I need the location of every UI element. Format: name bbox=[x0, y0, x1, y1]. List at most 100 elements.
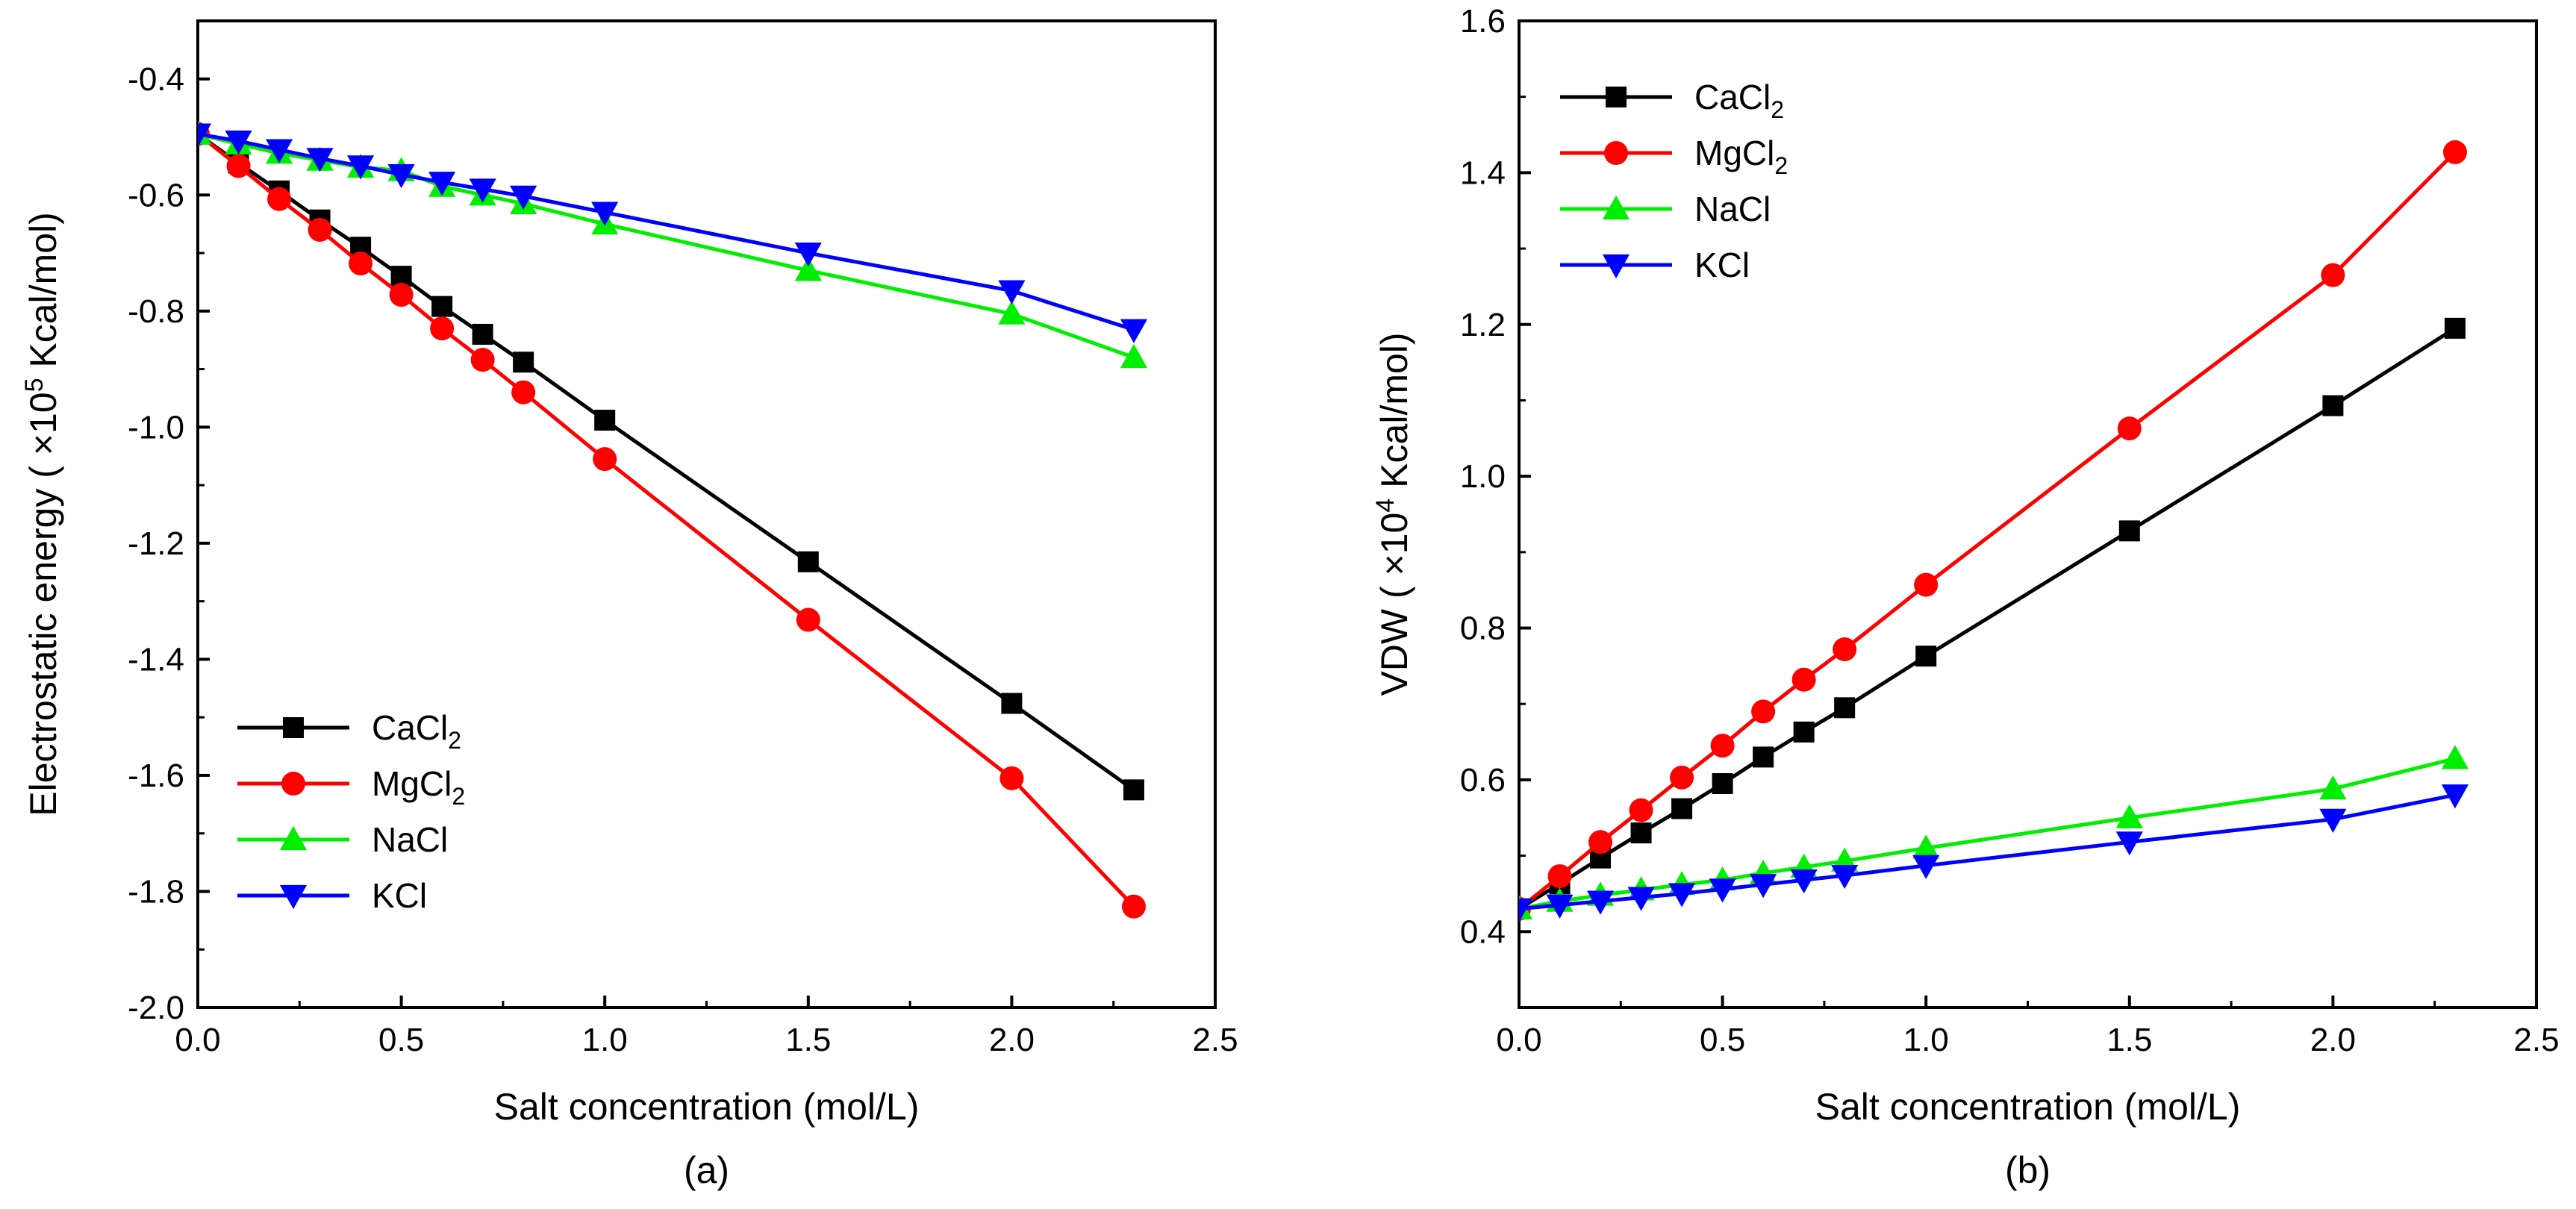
data-point-KCl bbox=[1750, 874, 1777, 899]
legend-marker-KCl bbox=[279, 884, 308, 910]
y-tick-label: 1.6 bbox=[1460, 3, 1506, 40]
legend-marker-MgCl2 bbox=[281, 772, 305, 796]
data-point-KCl bbox=[1519, 898, 1533, 922]
data-point-CaCl2 bbox=[513, 352, 534, 373]
data-point-CaCl2 bbox=[1001, 693, 1023, 714]
series-NaCl bbox=[198, 120, 1148, 369]
data-point-CaCl2 bbox=[1671, 798, 1693, 819]
legend-label-MgCl2: MgCl2 bbox=[372, 764, 465, 810]
data-point-MgCl2 bbox=[430, 316, 455, 341]
x-tick-label: 2.5 bbox=[2513, 1022, 2559, 1058]
y-tick-label: -1.0 bbox=[128, 409, 184, 446]
data-point-MgCl2 bbox=[1751, 699, 1776, 724]
data-point-KCl bbox=[2441, 784, 2469, 809]
panel-label: (b) bbox=[2005, 1149, 2050, 1191]
series-MgCl2 bbox=[1519, 140, 2467, 921]
legend-label-CaCl2: CaCl2 bbox=[372, 708, 461, 754]
x-tick-label: 1.5 bbox=[785, 1022, 831, 1058]
plot-area bbox=[198, 120, 1148, 919]
data-point-CaCl2 bbox=[1915, 646, 1937, 667]
x-tick-label: 0.0 bbox=[1496, 1022, 1541, 1058]
x-axis-title: Salt concentration (mol/L) bbox=[494, 1086, 920, 1128]
data-point-MgCl2 bbox=[226, 154, 251, 178]
legend-label-NaCl: NaCl bbox=[1694, 190, 1771, 228]
data-point-NaCl bbox=[2441, 745, 2469, 769]
data-point-MgCl2 bbox=[593, 447, 617, 472]
data-point-CaCl2 bbox=[1123, 779, 1144, 801]
x-axis-title: Salt concentration (mol/L) bbox=[1815, 1086, 2241, 1128]
legend-marker-KCl bbox=[1602, 254, 1630, 279]
data-point-KCl bbox=[1831, 864, 1859, 890]
legend-marker-CaCl2 bbox=[1606, 87, 1627, 107]
data-point-MgCl2 bbox=[349, 252, 373, 276]
plot-area bbox=[1519, 140, 2469, 922]
data-point-MgCl2 bbox=[1588, 830, 1613, 855]
legend: CaCl2 MgCl2 NaCl KCl bbox=[1560, 78, 1788, 284]
data-point-MgCl2 bbox=[267, 187, 292, 211]
plot-frame bbox=[1518, 19, 2538, 1009]
data-point-NaCl bbox=[794, 257, 822, 281]
x-tick-label: 1.5 bbox=[2106, 1022, 2152, 1058]
data-point-MgCl2 bbox=[999, 766, 1024, 790]
data-point-KCl bbox=[1668, 883, 1696, 907]
data-point-CaCl2 bbox=[2322, 395, 2344, 416]
data-point-KCl bbox=[265, 139, 293, 163]
data-point-KCl bbox=[591, 202, 619, 226]
data-point-MgCl2 bbox=[308, 217, 332, 242]
data-point-MgCl2 bbox=[1670, 765, 1694, 790]
chart-panel-b: 0.0 0.5 1.0 1.5 2.0 2.5 0.4 0.6 0.8 1.0 1.2 1.4 1.6 C… bbox=[1371, 3, 2560, 1191]
data-point-CaCl2 bbox=[797, 551, 819, 572]
x-tick-label: 0.5 bbox=[378, 1022, 424, 1058]
y-tick-label: 0.8 bbox=[1460, 610, 1506, 647]
data-point-CaCl2 bbox=[1630, 822, 1652, 844]
data-point-MgCl2 bbox=[796, 607, 820, 632]
x-tick-label: 1.0 bbox=[582, 1022, 628, 1058]
data-point-KCl bbox=[1790, 869, 1818, 894]
y-tick-label: -0.4 bbox=[128, 61, 184, 98]
data-point-CaCl2 bbox=[1793, 721, 1815, 743]
data-point-MgCl2 bbox=[2321, 263, 2345, 287]
y-tick-label: 1.0 bbox=[1460, 458, 1506, 495]
series-line-CaCl2 bbox=[198, 132, 1135, 792]
data-point-MgCl2 bbox=[511, 380, 536, 404]
y-tick-label: -1.6 bbox=[128, 757, 184, 794]
y-tick-label: 0.4 bbox=[1460, 913, 1506, 950]
data-point-NaCl bbox=[1120, 343, 1148, 369]
data-point-KCl bbox=[510, 185, 537, 210]
series-line-NaCl bbox=[1519, 756, 2456, 911]
x-tick-label: 1.0 bbox=[1903, 1022, 1949, 1058]
data-point-MgCl2 bbox=[1629, 798, 1653, 822]
data-point-KCl bbox=[346, 155, 375, 180]
y-tick-label: -1.2 bbox=[128, 525, 184, 562]
data-point-NaCl bbox=[2115, 804, 2143, 828]
legend-label-MgCl2: MgCl2 bbox=[1694, 134, 1788, 179]
y-tick-label: -2.0 bbox=[128, 990, 184, 1026]
data-point-CaCl2 bbox=[2118, 520, 2140, 542]
data-point-MgCl2 bbox=[470, 348, 495, 372]
data-point-KCl bbox=[428, 172, 456, 196]
data-point-CaCl2 bbox=[2444, 317, 2466, 339]
x-tick-label: 0.0 bbox=[175, 1022, 220, 1058]
data-point-KCl bbox=[387, 163, 415, 189]
data-point-KCl bbox=[225, 130, 252, 155]
data-point-KCl bbox=[794, 242, 822, 267]
x-tick-label: 2.0 bbox=[2310, 1022, 2356, 1058]
data-point-MgCl2 bbox=[1833, 637, 1857, 662]
y-tick-label: -0.8 bbox=[128, 293, 184, 330]
data-point-MgCl2 bbox=[2442, 140, 2467, 164]
plot-frame bbox=[196, 19, 1217, 1009]
data-point-KCl bbox=[1912, 855, 1940, 879]
legend-marker-NaCl bbox=[279, 825, 308, 851]
y-axis-title: VDW ( ×104 Kcal/mol) bbox=[1371, 332, 1415, 696]
legend-label-NaCl: NaCl bbox=[372, 820, 448, 859]
data-point-MgCl2 bbox=[1710, 734, 1735, 758]
y-tick-label: -1.4 bbox=[128, 641, 184, 678]
panel-label: (a) bbox=[684, 1149, 729, 1191]
y-axis-title: Electrostatic energy ( ×105 Kcal/mol) bbox=[20, 212, 64, 816]
data-point-MgCl2 bbox=[1914, 572, 1939, 597]
legend-label-KCl: KCl bbox=[1694, 246, 1750, 284]
data-point-KCl bbox=[1627, 887, 1655, 911]
y-tick-label: -0.6 bbox=[128, 177, 184, 213]
data-point-CaCl2 bbox=[1712, 773, 1733, 795]
